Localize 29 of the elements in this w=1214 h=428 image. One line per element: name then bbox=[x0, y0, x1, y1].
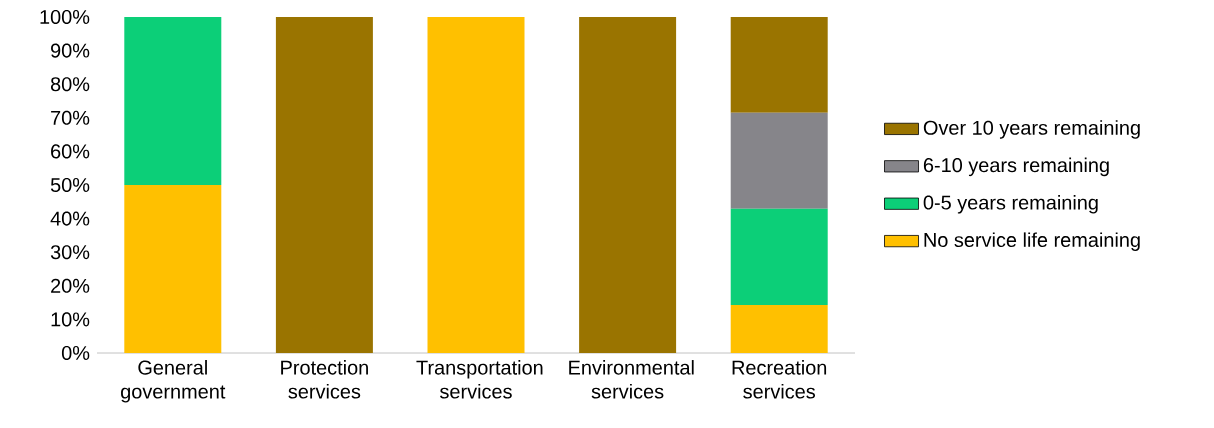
y-tick-label: 50% bbox=[50, 177, 90, 193]
bar bbox=[124, 185, 222, 353]
bar bbox=[275, 17, 373, 353]
y-tick-label: 100% bbox=[40, 9, 90, 25]
legend-label: No service life remaining bbox=[924, 232, 1140, 251]
y-tick-label: 90% bbox=[51, 43, 90, 58]
bar bbox=[730, 208, 828, 305]
y-tick-label: 40% bbox=[50, 211, 90, 226]
y-tick-label: 70% bbox=[51, 110, 90, 125]
y-tick-label: 80% bbox=[50, 77, 90, 92]
y-tick-label: 60% bbox=[51, 144, 90, 159]
x-tick-label: Transportation services bbox=[416, 360, 543, 399]
bar bbox=[427, 17, 525, 353]
legend-label: 6-10 years remaining bbox=[923, 157, 1109, 177]
bar bbox=[124, 17, 222, 185]
bar bbox=[730, 17, 828, 113]
y-tick-label: 0% bbox=[61, 345, 90, 361]
bar bbox=[579, 17, 677, 353]
x-tick-label: General government bbox=[121, 360, 226, 403]
x-tick-label: Environmental services bbox=[569, 360, 694, 399]
y-tick-label: 20% bbox=[51, 278, 90, 293]
y-tick-label: 10% bbox=[51, 312, 90, 327]
y-tick-label: 30% bbox=[50, 245, 90, 260]
bar bbox=[730, 304, 828, 353]
legend-label: 0-5 years remaining bbox=[923, 194, 1098, 214]
bar bbox=[730, 112, 828, 209]
legend-label: Over 10 years remaining bbox=[923, 120, 1140, 139]
x-tick-label: Protection services bbox=[281, 360, 368, 399]
x-tick-label: Recreation services bbox=[732, 360, 827, 399]
